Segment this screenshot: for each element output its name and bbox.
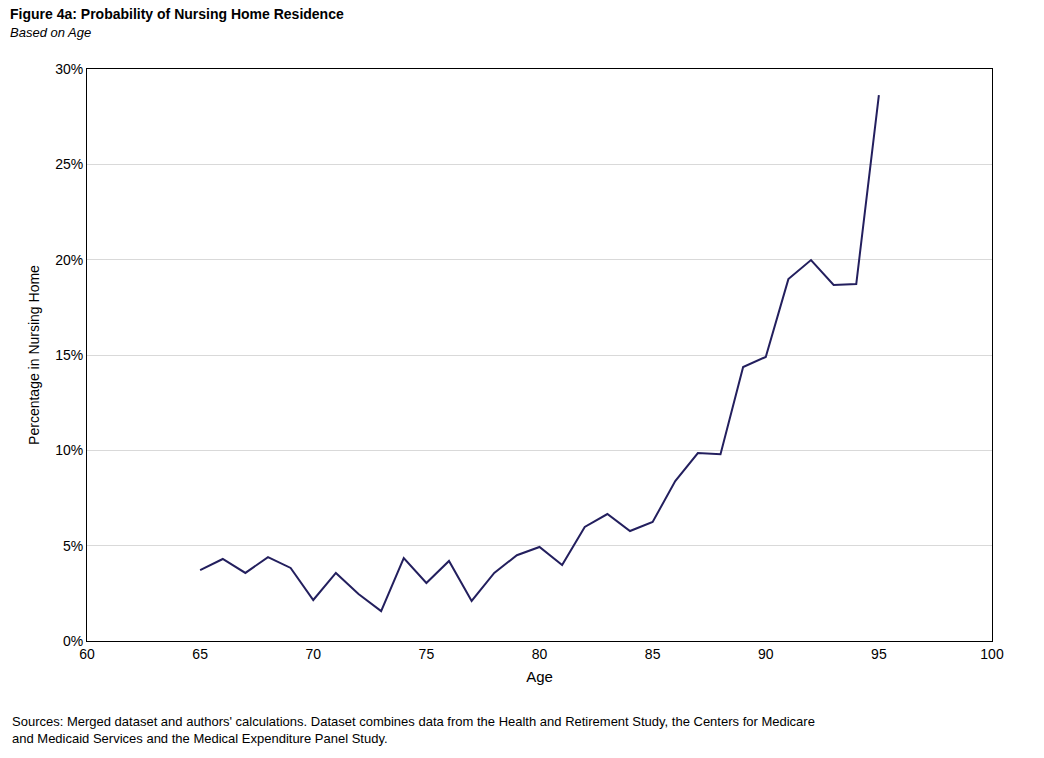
svg-text:70: 70 <box>305 646 321 662</box>
svg-text:30%: 30% <box>55 61 83 77</box>
svg-text:90: 90 <box>758 646 774 662</box>
svg-text:60: 60 <box>79 646 95 662</box>
svg-text:10%: 10% <box>55 442 83 458</box>
svg-text:85: 85 <box>645 646 661 662</box>
svg-text:95: 95 <box>871 646 887 662</box>
svg-text:Age: Age <box>526 668 553 685</box>
svg-text:20%: 20% <box>55 252 83 268</box>
svg-text:75: 75 <box>419 646 435 662</box>
svg-text:Sources: Merged dataset and au: Sources: Merged dataset and authors' cal… <box>12 714 815 746</box>
svg-text:100: 100 <box>980 646 1004 662</box>
svg-text:5%: 5% <box>63 538 83 554</box>
svg-text:0%: 0% <box>63 633 83 649</box>
svg-text:65: 65 <box>192 646 208 662</box>
svg-text:15%: 15% <box>55 347 83 363</box>
svg-text:Percentage in Nursing Home: Percentage in Nursing Home <box>26 265 42 445</box>
svg-text:80: 80 <box>532 646 548 662</box>
svg-text:Figure 4a: Probability of Nurs: Figure 4a: Probability of Nursing Home R… <box>10 6 344 40</box>
svg-text:25%: 25% <box>55 156 83 172</box>
